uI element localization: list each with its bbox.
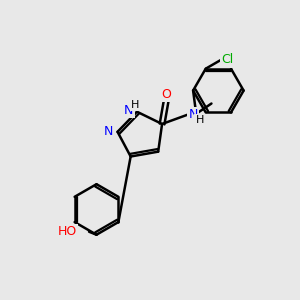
Text: N: N: [189, 108, 198, 121]
Text: N: N: [124, 104, 134, 117]
Text: O: O: [161, 88, 171, 101]
Text: HO: HO: [58, 225, 77, 238]
Text: N: N: [104, 125, 113, 138]
Text: H: H: [196, 115, 204, 125]
Text: Cl: Cl: [222, 53, 234, 66]
Text: H: H: [131, 100, 140, 110]
